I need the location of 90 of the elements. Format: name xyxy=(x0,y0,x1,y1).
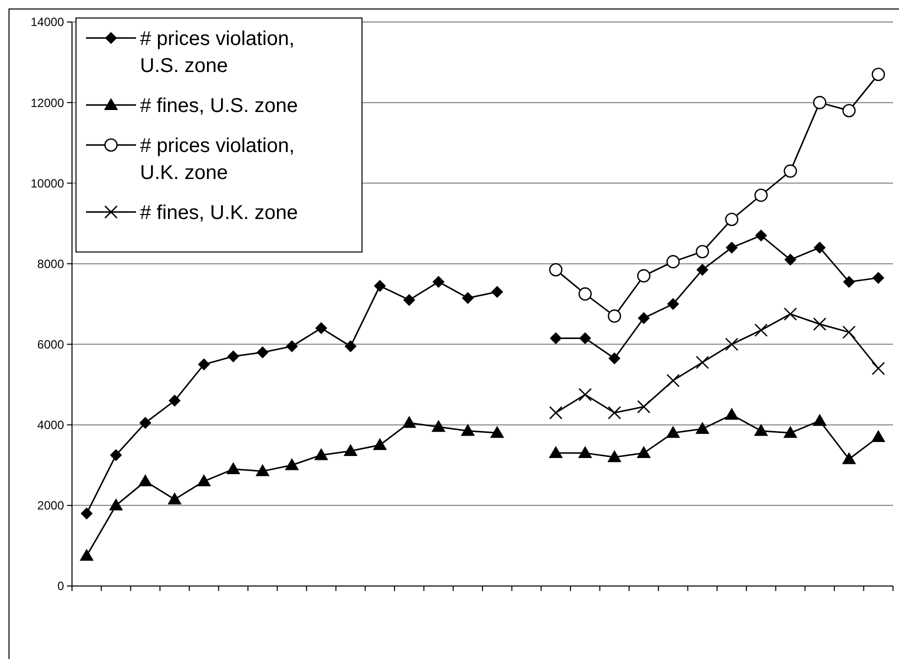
point xyxy=(491,286,504,298)
point xyxy=(755,230,768,242)
point xyxy=(196,474,211,486)
point xyxy=(725,338,738,351)
point xyxy=(578,388,592,402)
point xyxy=(374,280,386,292)
point xyxy=(784,164,798,178)
point xyxy=(403,294,416,306)
point xyxy=(108,498,123,510)
point xyxy=(256,464,270,476)
point xyxy=(139,416,152,429)
point xyxy=(814,242,826,254)
point xyxy=(843,276,856,288)
point xyxy=(402,416,416,428)
point xyxy=(842,326,856,339)
point xyxy=(432,276,445,288)
point xyxy=(579,332,592,344)
point xyxy=(608,406,622,420)
y-tick-label: 2000 xyxy=(37,498,64,513)
point xyxy=(550,332,562,344)
point xyxy=(462,292,474,304)
y-tick-label: 4000 xyxy=(37,418,64,432)
point xyxy=(549,263,562,276)
point xyxy=(315,322,328,334)
point xyxy=(872,68,885,82)
point xyxy=(372,438,387,450)
point xyxy=(871,430,886,442)
point xyxy=(607,450,622,462)
point xyxy=(842,452,856,464)
point xyxy=(168,492,182,504)
point xyxy=(314,448,328,460)
point xyxy=(726,242,738,254)
point xyxy=(754,324,768,337)
point xyxy=(227,350,240,362)
point xyxy=(110,449,122,462)
y-tick-label: 12000 xyxy=(30,96,64,110)
point xyxy=(578,287,592,301)
point xyxy=(842,104,856,118)
point xyxy=(667,298,680,310)
point xyxy=(256,346,269,358)
y-tick-label: 6000 xyxy=(37,337,64,352)
point xyxy=(549,406,562,420)
point xyxy=(226,462,240,474)
legend-label: # prices violation, U.S. zone xyxy=(140,28,295,77)
point xyxy=(872,272,884,284)
legend-label: # fines, U.K. zone xyxy=(140,202,298,224)
point xyxy=(696,244,710,258)
point xyxy=(725,212,738,226)
point xyxy=(198,358,210,370)
point xyxy=(548,446,563,458)
point xyxy=(637,269,650,282)
point xyxy=(636,446,651,458)
point xyxy=(286,340,298,352)
point xyxy=(344,340,357,352)
legend-label: # prices violation, U.K. zone xyxy=(140,135,295,184)
point xyxy=(490,426,504,438)
point xyxy=(608,309,622,323)
point xyxy=(784,307,798,321)
point xyxy=(812,414,827,426)
point xyxy=(724,408,739,420)
point xyxy=(344,444,358,456)
point xyxy=(872,362,885,376)
point xyxy=(813,317,826,331)
point xyxy=(813,96,826,110)
y-tick-label: 10000 xyxy=(30,176,64,190)
y-tick-label: 0 xyxy=(57,579,64,594)
point xyxy=(784,254,796,266)
point xyxy=(608,352,620,364)
point xyxy=(637,400,650,414)
point xyxy=(666,374,680,388)
point xyxy=(695,422,710,434)
point xyxy=(666,255,680,268)
point xyxy=(696,264,708,276)
point xyxy=(783,426,798,438)
point xyxy=(754,424,768,436)
point xyxy=(168,394,181,407)
y-tick-label: 14000 xyxy=(30,15,64,30)
point xyxy=(754,188,768,202)
point xyxy=(578,446,592,458)
legend-label: # fines, U.S. zone xyxy=(140,95,298,117)
point xyxy=(666,426,680,438)
y-tick-label: 8000 xyxy=(37,256,64,271)
point xyxy=(80,507,93,520)
point xyxy=(638,312,650,324)
point xyxy=(696,356,710,370)
point xyxy=(80,548,94,561)
point xyxy=(432,420,446,432)
point xyxy=(460,424,475,436)
point xyxy=(138,474,152,486)
point xyxy=(284,458,299,470)
